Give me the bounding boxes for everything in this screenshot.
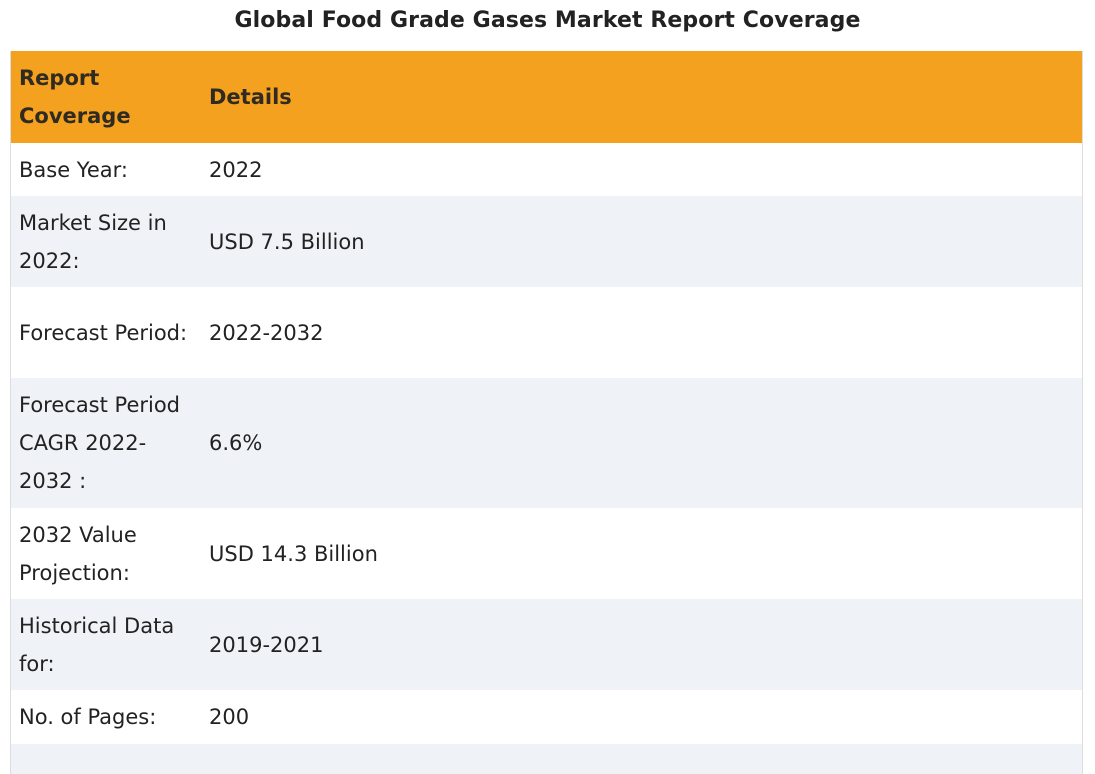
- table-row: No. of Pages: 200: [11, 690, 1082, 744]
- column-header-details: Details: [201, 51, 1082, 143]
- row-label: No. of Pages:: [11, 690, 201, 744]
- table-row: Forecast Period CAGR 2022-2032 : 6.6%: [11, 378, 1082, 508]
- row-value: USD 7.5 Billion: [201, 196, 1082, 287]
- table-row: 2032 Value Projection: USD 14.3 Billion: [11, 508, 1082, 599]
- row-label: Forecast Period CAGR 2022-2032 :: [11, 378, 201, 508]
- row-value: 2022: [201, 143, 1082, 196]
- table-header-row: Report Coverage Details: [11, 51, 1082, 143]
- table-row: Forecast Period: 2022-2032: [11, 287, 1082, 378]
- table-row: Market Size in 2022: USD 7.5 Billion: [11, 196, 1082, 287]
- row-label: Market Size in 2022:: [11, 196, 201, 287]
- table-row: [11, 744, 1082, 774]
- row-value: [201, 744, 1082, 774]
- table-row: Base Year: 2022: [11, 143, 1082, 196]
- row-label: [11, 744, 201, 774]
- column-header-report-coverage: Report Coverage: [11, 51, 201, 143]
- row-value: 2019-2021: [201, 599, 1082, 690]
- row-label: Historical Data for:: [11, 599, 201, 690]
- row-value: 6.6%: [201, 378, 1082, 508]
- report-coverage-table: Report Coverage Details Base Year: 2022 …: [10, 51, 1083, 774]
- row-label: Base Year:: [11, 143, 201, 196]
- row-value: 2022-2032: [201, 287, 1082, 378]
- page-title: Global Food Grade Gases Market Report Co…: [234, 8, 861, 33]
- table-row: Historical Data for: 2019-2021: [11, 599, 1082, 690]
- row-label: 2032 Value Projection:: [11, 508, 201, 599]
- row-value: USD 14.3 Billion: [201, 508, 1082, 599]
- row-label: Forecast Period:: [11, 287, 201, 378]
- row-value: 200: [201, 690, 1082, 744]
